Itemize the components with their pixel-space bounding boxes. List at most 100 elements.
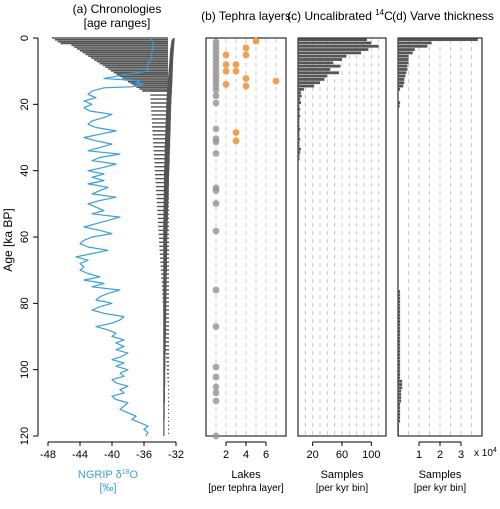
- varve-bar: [398, 64, 408, 68]
- tephra-point-orange: [242, 44, 250, 52]
- varve-bar: [398, 310, 401, 313]
- c14-bar: [298, 154, 300, 158]
- varve-bar: [398, 409, 401, 413]
- tephra-point-orange: [232, 67, 240, 75]
- tephra-point-grey: [212, 125, 220, 133]
- x-label-b-line1: Lakes: [231, 469, 261, 481]
- varve-bar: [398, 432, 400, 436]
- tephra-point-grey: [212, 150, 220, 157]
- varve-bar: [398, 101, 401, 105]
- varve-bar: [398, 300, 401, 304]
- c14-bar: [298, 68, 331, 71]
- c14-bar: [298, 48, 369, 51]
- panel-b-frame: [205, 37, 287, 437]
- tephra-point-grey: [212, 397, 220, 405]
- varve-bar: [398, 303, 401, 307]
- c14-bar: [298, 164, 299, 168]
- c14-bar: [298, 94, 302, 98]
- varve-bar: [398, 58, 409, 61]
- ngrip-line: [75, 37, 155, 437]
- x-axis-c: 20 60 100: [307, 441, 381, 461]
- tephra-point-grey: [212, 286, 220, 294]
- x-label-b-line2: [per tephra layer]: [208, 483, 284, 494]
- chronology-bars: [52, 37, 175, 436]
- varve-bar: [398, 330, 401, 333]
- tephra-point-grey: [212, 373, 220, 381]
- varve-bar: [398, 336, 401, 340]
- varve-bar: [398, 340, 401, 343]
- c14-bar: [298, 84, 315, 88]
- varve-bar: [398, 313, 401, 317]
- varve-bar: [398, 104, 400, 108]
- c14-bar: [298, 144, 300, 148]
- c14-bar: [298, 177, 299, 181]
- tephra-point-orange: [232, 137, 240, 145]
- c14-bars: [298, 38, 379, 184]
- c14-bar: [298, 38, 367, 42]
- c14-bar: [298, 134, 300, 138]
- varve-bar: [398, 366, 401, 370]
- varve-bar: [398, 84, 404, 88]
- x-axis-a: -48 -44 -40 -36 -32: [40, 441, 184, 461]
- c14-bar: [298, 81, 320, 85]
- x-axis-d: 1 2 3: [416, 441, 464, 461]
- y-tick-label: 100: [19, 360, 31, 378]
- c14-bar: [298, 167, 299, 171]
- varve-bar: [398, 379, 403, 383]
- tephra-point-grey: [212, 200, 220, 207]
- tephra-point-grey: [212, 227, 220, 235]
- varve-bar: [398, 356, 401, 360]
- varve-bar: [398, 333, 401, 337]
- tephra-point-orange: [232, 129, 240, 136]
- tephra-point-grey: [212, 432, 220, 440]
- c14-bar: [298, 160, 299, 164]
- y-tick-label: 0: [19, 35, 31, 41]
- tephra-point-orange: [252, 37, 260, 45]
- c14-bar: [298, 51, 362, 55]
- varve-bar: [398, 320, 401, 323]
- x-tick-label: 2: [437, 449, 443, 461]
- c14-bar: [298, 54, 347, 58]
- y-tick-label: 40: [19, 165, 31, 177]
- varve-bar: [398, 369, 401, 373]
- varve-bar: [398, 293, 401, 297]
- varve-bar: [398, 393, 402, 396]
- varve-bar: [398, 81, 405, 85]
- tephra-point-orange: [242, 51, 250, 59]
- varve-bar: [398, 419, 401, 423]
- varve-bar: [398, 373, 401, 376]
- tephra-point-grey: [212, 363, 220, 371]
- varve-bar: [398, 44, 428, 48]
- c14-bar: [298, 97, 301, 101]
- x-tick-label: 1: [416, 449, 422, 461]
- c14-bar: [298, 107, 301, 111]
- varve-bar: [398, 51, 413, 55]
- tephra-point-orange: [222, 61, 230, 68]
- tephra-point-orange: [242, 82, 250, 90]
- varve-bar: [398, 383, 403, 386]
- title-b: (b) Tephra layers: [201, 9, 291, 23]
- varve-bar: [398, 426, 400, 430]
- title-a-line1: (a) Chronologies: [73, 2, 162, 16]
- x-axis-b: 2 4 6: [223, 441, 269, 461]
- varve-bar: [398, 48, 415, 51]
- varve-bar: [398, 41, 432, 45]
- ngrip-series: [75, 37, 155, 437]
- title-a-line2: [age ranges]: [84, 16, 151, 30]
- c14-bar: [298, 78, 325, 81]
- c14-bar: [298, 137, 301, 141]
- c14-bar: [298, 41, 372, 45]
- tephra-point-orange: [272, 77, 280, 85]
- y-tick-label: 60: [19, 231, 31, 243]
- tephra-points: [212, 37, 280, 440]
- c14-bar: [298, 64, 341, 68]
- x-label-c-line1: Samples: [321, 469, 364, 481]
- c14-bar: [298, 174, 299, 177]
- panel-c-frame: [297, 37, 387, 437]
- varve-bar: [398, 343, 401, 347]
- y-tick-label: 120: [19, 427, 31, 445]
- x-tick-label: -40: [104, 449, 120, 461]
- varve-bar: [398, 306, 401, 310]
- x-multiplier-d: x 104: [474, 447, 497, 459]
